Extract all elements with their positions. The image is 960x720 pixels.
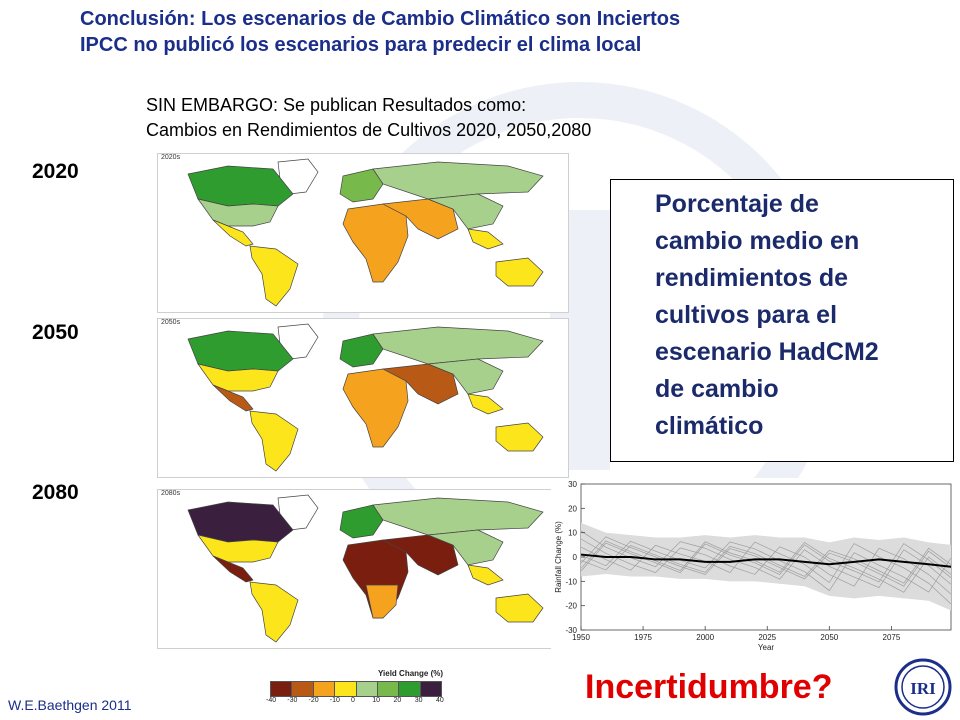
legend-tick-label: -20 <box>308 697 319 704</box>
legend-tick-label: -40 <box>266 697 277 704</box>
model-trace <box>580 536 952 587</box>
year-label-2020: 2020 <box>32 160 79 183</box>
legend-tick-label: 20 <box>393 697 402 704</box>
legend-swatch <box>271 682 293 696</box>
slide-title: Conclusión: Los escenarios de Cambio Cli… <box>80 6 940 58</box>
yield-map-2020: 2020s <box>157 153 569 313</box>
legend-tick-label: -10 <box>329 697 340 704</box>
x-tick-label: 1950 <box>572 633 590 642</box>
legend-title: Yield Change (%) <box>378 669 444 678</box>
map-tag-2080: 2080s <box>161 490 181 497</box>
y-tick-label: 30 <box>568 480 577 489</box>
iri-logo: IRI <box>894 658 952 716</box>
model-trace <box>580 540 952 593</box>
x-tick-label: 2050 <box>820 633 838 642</box>
y-axis-label: Rainfall Change (%) <box>554 521 563 593</box>
description-line: escenario HadCM2 <box>655 338 879 366</box>
logo-text: IRI <box>910 679 936 698</box>
x-tick-label: 2025 <box>758 633 776 642</box>
description-text: Porcentaje de cambio medio en rendimient… <box>655 186 949 445</box>
x-tick-label: 2000 <box>696 633 714 642</box>
map-tag-2020: 2020s <box>161 154 181 161</box>
title-line-2: IPCC no publicó los escenarios para pred… <box>80 34 642 56</box>
model-trace <box>580 530 952 588</box>
y-tick-label: -30 <box>565 626 577 635</box>
legend-tick-label: 30 <box>414 697 423 704</box>
y-tick-label: -10 <box>565 577 577 586</box>
y-tick-label: -20 <box>565 602 577 611</box>
author-credit: W.E.Baethgen 2011 <box>8 697 132 713</box>
description-line: cultivos para el <box>655 301 838 329</box>
description-box: Porcentaje de cambio medio en rendimient… <box>610 179 954 462</box>
legend-tick-label: 40 <box>436 697 444 704</box>
y-tick-label: 20 <box>568 504 577 513</box>
year-label-2080: 2080 <box>32 481 79 504</box>
y-tick-label: 0 <box>573 553 578 562</box>
description-line: climático <box>655 412 764 440</box>
x-axis-label: Year <box>758 643 775 652</box>
legend-swatch <box>313 682 336 696</box>
mean-series-line <box>580 553 952 568</box>
model-spread-band <box>581 522 951 611</box>
yield-map-2050: 2050s <box>157 318 569 478</box>
subtitle-line-2: Cambios en Rendimientos de Cultivos 2020… <box>146 120 592 140</box>
legend-swatch <box>420 682 441 696</box>
legend-swatch <box>335 682 357 696</box>
legend-swatch <box>356 682 378 696</box>
x-tick-label: 1975 <box>634 633 652 642</box>
title-line-1: Conclusión: Los escenarios de Cambio Cli… <box>80 8 681 30</box>
map-tag-2050: 2050s <box>161 319 181 326</box>
description-line: rendimientos de <box>655 264 849 292</box>
legend-tick-label: 0 <box>351 697 355 704</box>
legend-tick-label: 10 <box>372 697 381 704</box>
legend-swatch <box>292 682 314 696</box>
yield-map-2080: 2080s <box>157 489 569 649</box>
subtitle-line-1: SIN EMBARGO: Se publican Resultados como… <box>146 95 527 115</box>
model-trace <box>580 540 952 593</box>
description-line: Porcentaje de <box>655 190 819 218</box>
legend-tick-label: -30 <box>287 697 298 704</box>
y-tick-label: 10 <box>568 529 577 538</box>
legend-swatch <box>377 682 400 696</box>
year-label-2050: 2050 <box>32 321 79 344</box>
description-line: de cambio <box>655 375 779 403</box>
description-line: cambio medio en <box>655 227 860 255</box>
model-trace <box>580 538 952 595</box>
slide-subtitle: SIN EMBARGO: Se publican Resultados como… <box>146 93 846 143</box>
incertidumbre-text: Incertidumbre? <box>585 668 833 706</box>
x-tick-label: 2075 <box>883 633 901 642</box>
legend-swatch <box>399 682 421 696</box>
yield-legend-colorbar <box>270 681 442 697</box>
